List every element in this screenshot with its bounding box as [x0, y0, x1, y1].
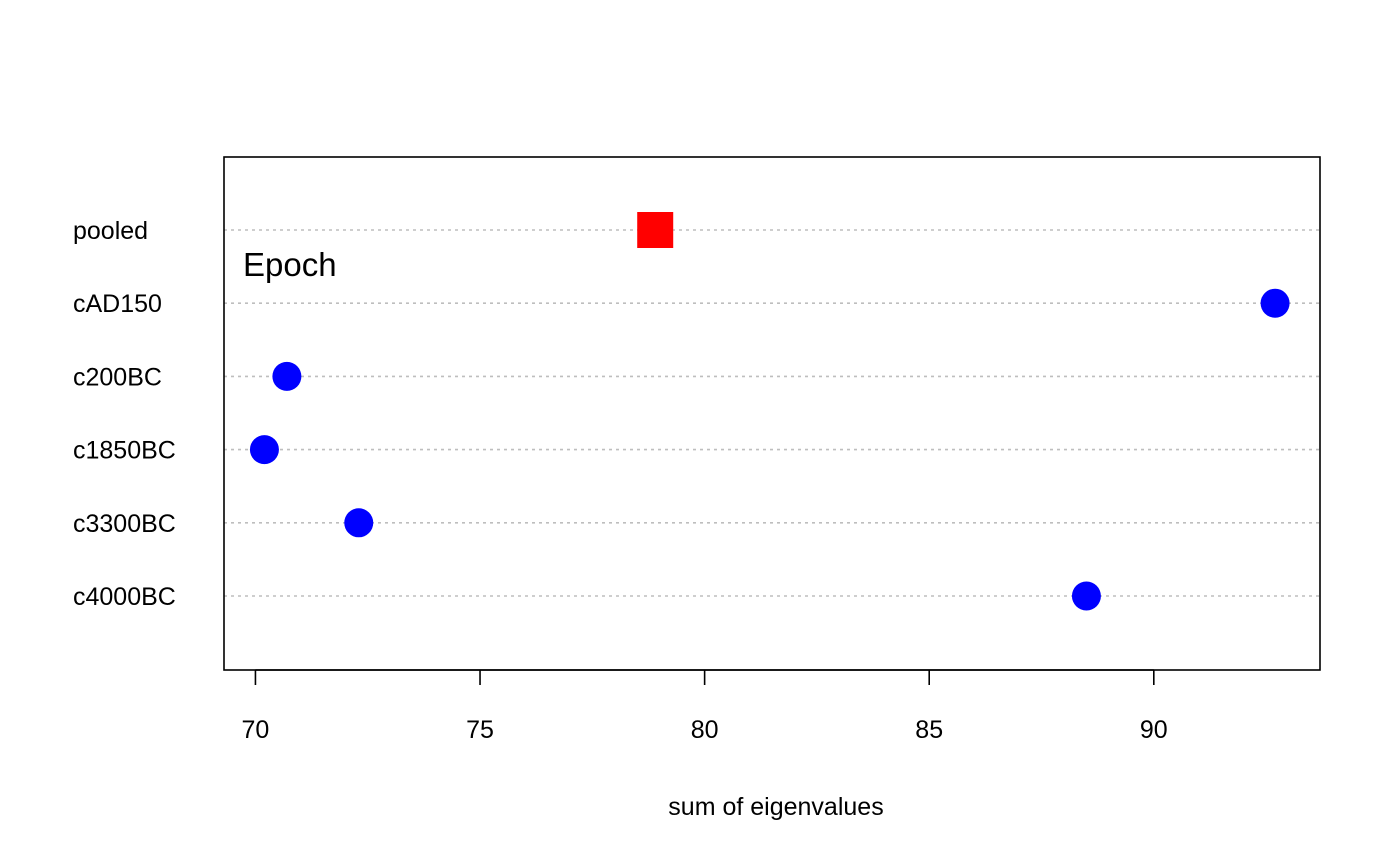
x-axis-title: sum of eigenvalues	[668, 793, 883, 821]
point-c200BC	[272, 361, 302, 391]
point-c4000BC	[1071, 581, 1101, 611]
x-tick-label-75: 75	[466, 716, 494, 744]
category-label-cAD150: cAD150	[73, 290, 162, 318]
point-cAD150	[1260, 288, 1290, 318]
category-label-pooled: pooled	[73, 217, 148, 245]
x-axis-ticks: 70 75 80 85 90	[242, 670, 1168, 744]
x-tick-label-85: 85	[915, 716, 943, 744]
category-label-c1850BC: c1850BC	[73, 437, 176, 465]
epoch-annotation: Epoch	[243, 246, 337, 283]
grid-lines	[224, 229, 1320, 597]
data-points	[249, 212, 1290, 611]
point-c3300BC	[344, 508, 374, 538]
category-label-c4000BC: c4000BC	[73, 583, 176, 611]
point-c1850BC	[249, 435, 279, 465]
x-tick-label-80: 80	[691, 716, 719, 744]
category-label-c3300BC: c3300BC	[73, 510, 176, 538]
category-label-c200BC: c200BC	[73, 363, 162, 391]
plot-frame	[223, 156, 1321, 671]
point-pooled	[637, 212, 674, 248]
x-tick-label-90: 90	[1140, 716, 1168, 744]
category-labels: pooled cAD150 c200BC c1850BC c3300BC c4000BC	[73, 217, 176, 611]
x-tick-label-70: 70	[242, 716, 270, 744]
